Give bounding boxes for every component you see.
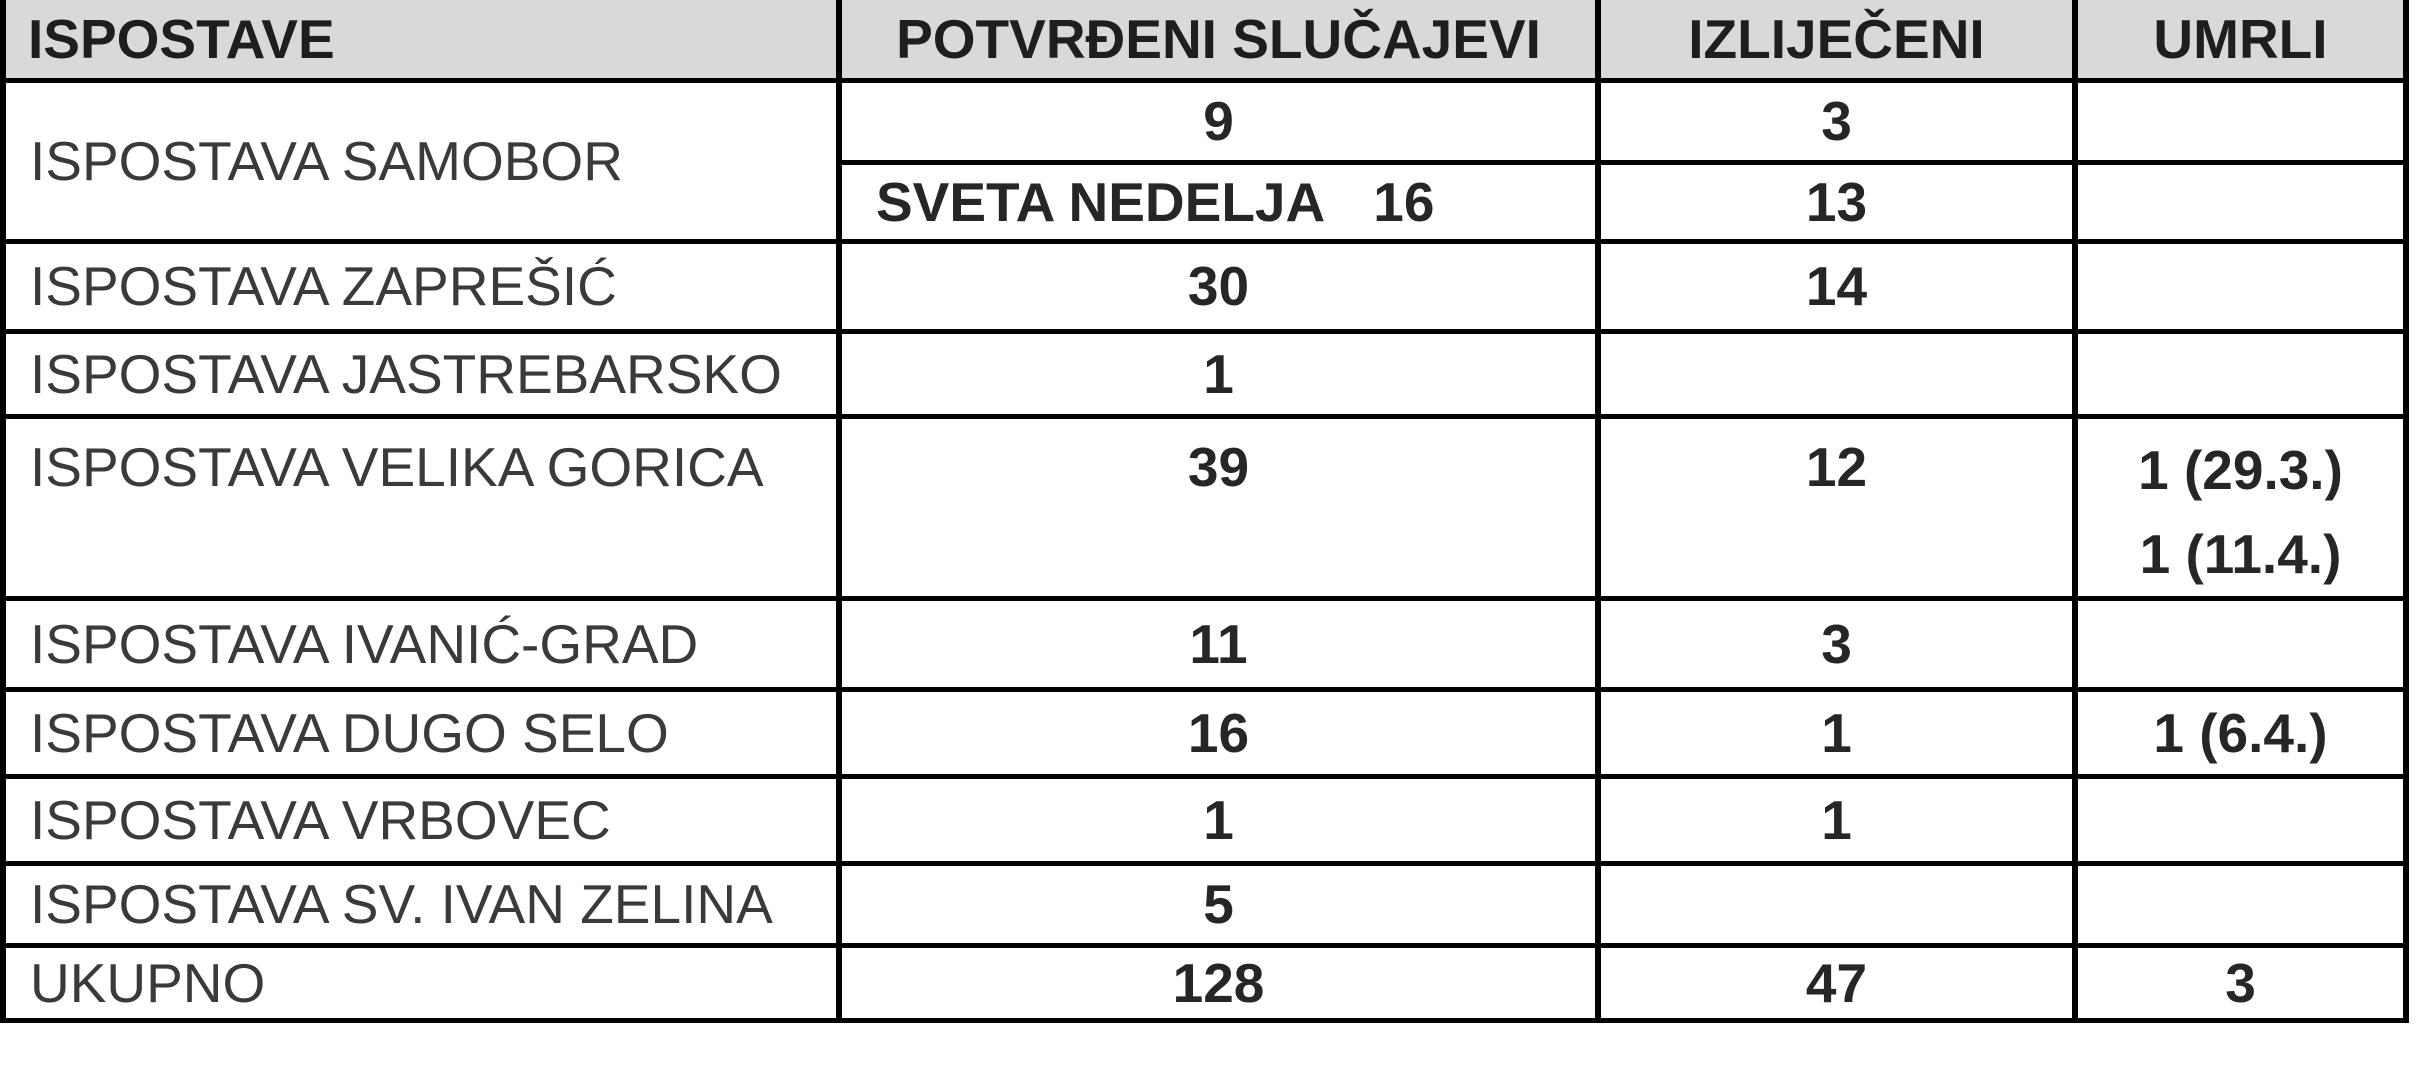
total-deaths-cell: 3: [2072, 942, 2409, 1023]
table-row-velika-gorica: ISPOSTAVA VELIKA GORICA 39 12 1 (29.3.) …: [0, 413, 2409, 601]
confirmed-cell: 9: [836, 77, 1601, 165]
deaths-cell: [2072, 773, 2409, 866]
confirmed-cell: 1: [836, 773, 1601, 866]
recovered-cell: 14: [1595, 238, 2078, 334]
recovered-cell: [1595, 860, 2078, 948]
col-header-umrli: UMRLI: [2072, 0, 2409, 83]
table-row-total: UKUPNO 128 47 3: [0, 942, 2409, 1023]
total-label-cell: UKUPNO: [0, 942, 842, 1023]
deaths-cell: [2072, 238, 2409, 334]
deaths-cell: [2072, 77, 2409, 165]
table-row-sveta-nedelja: SVETA NEDELJA 16 13: [3, 159, 2409, 244]
confirmed-cell: 1: [836, 328, 1601, 419]
branch-name-cell: ISPOSTAVA DUGO SELO: [0, 686, 842, 779]
deaths-cell: [2072, 159, 2409, 244]
table-row-sv-ivan-zelina: ISPOSTAVA SV. IVAN ZELINA 5: [0, 860, 2409, 948]
branch-name-cell: ISPOSTAVA JASTREBARSKO: [0, 328, 842, 419]
total-recovered-cell: 47: [1595, 942, 2078, 1023]
deaths-entry: 1 (11.4.): [2139, 522, 2342, 585]
deaths-cell: 1 (29.3.) 1 (11.4.): [2072, 413, 2409, 601]
col-header-potvrdeni-slucajevi: POTVRĐENI SLUČAJEVI: [836, 0, 1601, 83]
table-row-jastrebarsko: ISPOSTAVA JASTREBARSKO 1: [0, 328, 2409, 419]
confirmed-cell: 30: [836, 238, 1601, 334]
table-row-dugo-selo: ISPOSTAVA DUGO SELO 16 1 1 (6.4.): [0, 686, 2409, 779]
recovered-cell: 1: [1595, 686, 2078, 779]
recovered-cell: 1: [1595, 773, 2078, 866]
recovered-cell: [1595, 328, 2078, 419]
table-row-ivanic-grad: ISPOSTAVA IVANIĆ-GRAD 11 3: [0, 595, 2409, 692]
confirmed-cell-sveta-nedelja: SVETA NEDELJA 16: [836, 159, 1601, 244]
total-confirmed-cell: 128: [836, 942, 1601, 1023]
deaths-cell: [2072, 860, 2409, 948]
branch-name-cell: ISPOSTAVA VRBOVEC: [0, 773, 842, 866]
branch-name-cell: ISPOSTAVA SV. IVAN ZELINA: [0, 860, 842, 948]
branch-name-cell: ISPOSTAVA VELIKA GORICA: [0, 413, 842, 601]
table-row-samobor: ISPOSTAVA SAMOBOR 9 3: [0, 77, 2409, 244]
deaths-cell: [2072, 595, 2409, 692]
recovered-cell: 13: [1595, 159, 2078, 244]
table-row-zapresic: ISPOSTAVA ZAPREŠIĆ 30 14: [0, 238, 2409, 334]
recovered-cell: 3: [1595, 595, 2078, 692]
confirmed-cell: 16: [836, 686, 1601, 779]
branch-name-cell: ISPOSTAVA SAMOBOR: [0, 77, 842, 244]
recovered-cell: 12: [1595, 413, 2078, 601]
col-header-izlijeceni: IZLIJEČENI: [1595, 0, 2078, 83]
table-row-vrbovec: ISPOSTAVA VRBOVEC 1 1: [0, 773, 2409, 866]
confirmed-cell: 5: [836, 860, 1601, 948]
covid-branches-table: ISPOSTAVE POTVRĐENI SLUČAJEVI IZLIJEČENI…: [0, 0, 2409, 1023]
sub-branch-confirmed-value: 16: [1373, 170, 1435, 233]
deaths-cell: 1 (6.4.): [2072, 686, 2409, 779]
branch-name-cell: ISPOSTAVA IVANIĆ-GRAD: [0, 595, 842, 692]
table-header-row: ISPOSTAVE POTVRĐENI SLUČAJEVI IZLIJEČENI…: [0, 0, 2409, 83]
branch-name-cell: ISPOSTAVA ZAPREŠIĆ: [0, 238, 842, 334]
deaths-cell: [2072, 328, 2409, 419]
col-header-ispostave: ISPOSTAVE: [0, 0, 842, 83]
confirmed-cell: 11: [836, 595, 1601, 692]
sub-branch-label: SVETA NEDELJA: [876, 170, 1326, 233]
recovered-cell: 3: [1595, 77, 2078, 165]
confirmed-cell: 39: [836, 413, 1601, 601]
deaths-entry: 1 (29.3.): [2138, 438, 2343, 501]
